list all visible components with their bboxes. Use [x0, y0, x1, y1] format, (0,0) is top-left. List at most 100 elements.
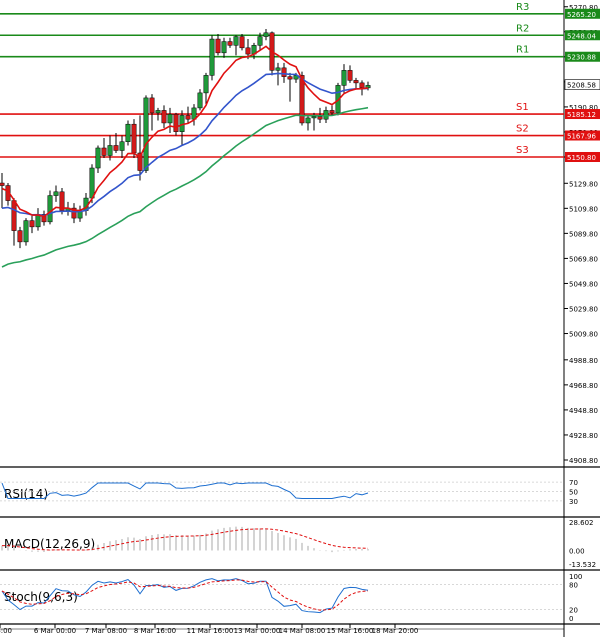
candle-body [329, 110, 335, 114]
ma-fast-line [1, 45, 369, 218]
y-tick-label: 5029.80 [569, 305, 598, 313]
indicator-label-1: MACD(12,26,9) [4, 537, 95, 551]
candle-body [263, 32, 269, 37]
candle-body [125, 123, 131, 142]
y-tick-label: 5129.80 [569, 180, 598, 188]
candle-body [29, 220, 35, 228]
candle-body [17, 230, 23, 243]
y-tick-label: 5069.80 [569, 255, 598, 263]
y-tick-label: 5049.80 [569, 280, 598, 288]
level-price-label: 5167.96 [567, 133, 596, 141]
x-tick-label: 11 Mar 16:00 [187, 627, 234, 635]
level-price-label: 5185.12 [567, 111, 596, 119]
macd-tick-label: 28.602 [569, 519, 594, 527]
candle-body [353, 80, 359, 84]
candles [0, 29, 371, 249]
level-price-box [565, 130, 600, 141]
candle-body [281, 67, 287, 77]
candle-body [341, 70, 347, 86]
candle-body [275, 67, 281, 71]
candle-body [137, 152, 143, 171]
y-tick-label: 5270.80 [569, 4, 598, 12]
last-price-label: 5208.58 [567, 82, 596, 90]
stoch-tick-label: 20 [569, 607, 578, 615]
rsi-tick-label: 30 [569, 498, 578, 506]
candle-body [167, 113, 173, 124]
level-price-label: 5248.04 [567, 32, 596, 40]
candle-body [89, 167, 95, 199]
candle-body [233, 36, 239, 46]
indicator-label-2: Stoch(9,6,3) [4, 590, 78, 604]
candle-body [0, 182, 5, 186]
x-axis-labels: 4 Mar 16:00 6 Mar 00:00 7 Mar 08:00 8 Mar 1… [0, 624, 418, 635]
indicator-label-0: RSI(14) [4, 487, 48, 501]
candle-body [185, 115, 191, 120]
stoch-tick-label: 0 [569, 615, 573, 623]
candle-body [299, 75, 305, 124]
level-name-r2: R2 [516, 23, 529, 34]
candle-body [257, 36, 263, 46]
macd-tick-label: -13.532 [569, 561, 596, 569]
candle-body [347, 70, 353, 81]
candle-body [101, 147, 107, 156]
candle-body [155, 110, 161, 114]
candle-body [317, 116, 323, 120]
x-tick-label: 13 Mar 00:00 [234, 627, 281, 635]
candle-body [35, 214, 41, 228]
level-name-r3: R3 [516, 2, 529, 13]
y-tick-label: 5089.80 [569, 230, 598, 238]
candle-body [209, 38, 215, 76]
level-name-s3: S3 [516, 145, 529, 156]
y-tick-label: 5009.80 [569, 331, 598, 339]
stoch-tick-label: 100 [569, 573, 582, 581]
x-tick-label: 4 Mar 16:00 [0, 627, 12, 635]
x-tick-label: 14 Mar 08:00 [279, 627, 326, 635]
candle-body [53, 191, 59, 196]
candle-body [311, 116, 317, 119]
level-price-box [565, 51, 600, 62]
candle-body [113, 145, 119, 151]
level-price-box [565, 30, 600, 41]
y-tick-label: 5190.80 [569, 104, 598, 112]
candle-body [143, 97, 149, 171]
level-price-box [565, 109, 600, 120]
level-price-label: 5150.80 [567, 154, 596, 162]
candle-body [95, 147, 101, 169]
candle-body [221, 41, 227, 54]
level-price-box [565, 151, 600, 162]
candle-body [305, 117, 311, 124]
candle-body [119, 141, 125, 151]
candle-body [131, 123, 137, 154]
y-tick-label: 4968.80 [569, 382, 598, 390]
level-name-s1: S1 [516, 102, 529, 113]
macd-signal-line [1, 528, 369, 551]
candle-body [197, 92, 203, 109]
rsi-line [1, 482, 369, 500]
y-tick-label: 4928.80 [569, 432, 598, 440]
level-price-label: 5265.20 [567, 11, 596, 19]
macd-tick-label: 0.00 [569, 548, 585, 556]
ma-mid-line [1, 72, 369, 217]
candle-body [11, 200, 17, 231]
x-tick-label: 8 Mar 16:00 [134, 627, 176, 635]
candle-body [359, 82, 365, 89]
ma-slow-line [1, 106, 369, 268]
y-tick-label: 5109.80 [569, 205, 598, 213]
y-tick-label: 4908.80 [569, 457, 598, 465]
pivot-levels: R3 5265.20 R2 5248.04 R1 5230.88 S1 5185.12 S2 51… [0, 2, 600, 162]
candle-body [71, 207, 77, 219]
x-tick-label: 15 Mar 16:00 [327, 627, 374, 635]
candle-body [23, 220, 29, 243]
candle-body [203, 75, 209, 94]
stoch-tick-label: 80 [569, 581, 578, 589]
candle-body [47, 195, 53, 223]
candle-body [149, 97, 155, 114]
candle-body [215, 38, 221, 54]
candle-body [239, 36, 245, 49]
rsi-tick-label: 70 [569, 479, 578, 487]
candle-body [107, 145, 113, 156]
x-tick-label: 18 Mar 20:00 [372, 627, 419, 635]
level-price-box [565, 8, 600, 19]
level-name-r1: R1 [516, 45, 529, 56]
